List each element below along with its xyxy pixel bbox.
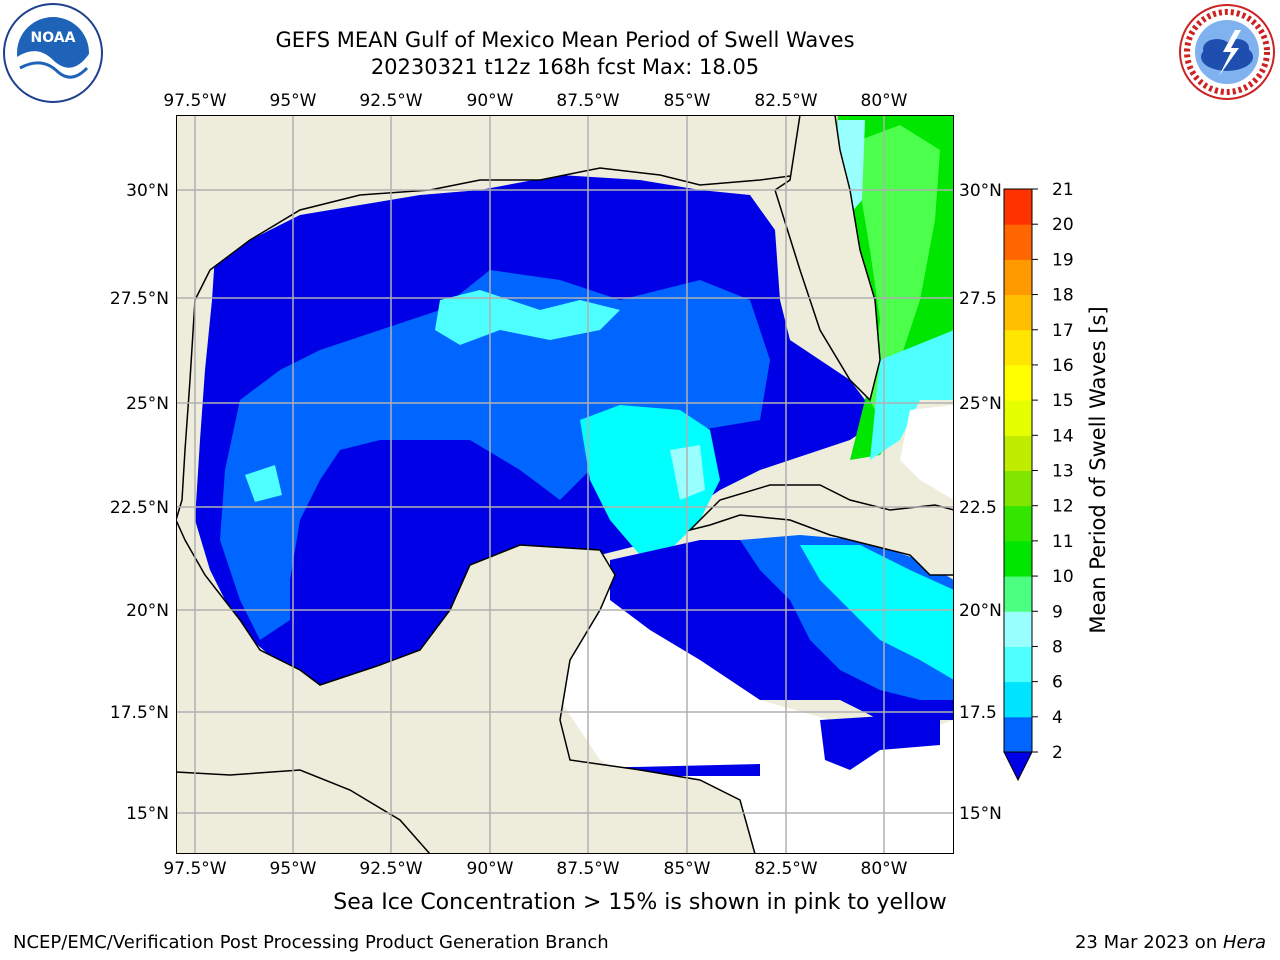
gulf-cyan-center bbox=[580, 405, 720, 555]
lat-label: 17.5 bbox=[959, 703, 997, 723]
colorbar-block bbox=[1004, 189, 1032, 225]
lon-label: 95°W bbox=[270, 91, 317, 111]
mexico-central-america bbox=[176, 519, 756, 854]
colorbar-tick-label: 4 bbox=[1052, 708, 1063, 728]
lon-label: 82.5°W bbox=[754, 91, 817, 111]
lat-label: 27.5 bbox=[959, 289, 997, 309]
colorbar-block bbox=[1004, 540, 1032, 577]
footer-branch: NCEP/EMC/Verification Post Processing Pr… bbox=[13, 932, 609, 953]
colorbar-block bbox=[1004, 294, 1032, 331]
lat-label: 15°N bbox=[126, 804, 169, 824]
colorbar-block bbox=[1004, 259, 1032, 296]
colorbar-tick-label: 18 bbox=[1052, 286, 1074, 306]
map-plot-area bbox=[176, 115, 954, 854]
colorbar-block bbox=[1004, 224, 1032, 260]
noaa-logo: NOAA bbox=[3, 3, 103, 103]
colorbar-block bbox=[1004, 716, 1032, 753]
footer-date: 23 Mar 2023 on Hera bbox=[1075, 932, 1266, 953]
lon-label: 92.5°W bbox=[359, 91, 422, 111]
colorbar-block bbox=[1004, 681, 1032, 718]
lat-label: 25°N bbox=[959, 394, 1002, 414]
colorbar-tick-label: 20 bbox=[1052, 215, 1074, 235]
lon-label: 90°W bbox=[467, 859, 514, 879]
noaa-logo-text: NOAA bbox=[31, 30, 76, 46]
lon-label: 87.5°W bbox=[556, 859, 619, 879]
colorbar-tick-label: 15 bbox=[1052, 391, 1074, 411]
chart-subtitle: 20230321 t12z 168h fcst Max: 18.05 bbox=[370, 55, 760, 79]
lat-label: 25°N bbox=[126, 394, 169, 414]
lon-label: 92.5°W bbox=[359, 859, 422, 879]
caribbean-blue-bottom bbox=[820, 700, 940, 770]
colorbar-block bbox=[1004, 364, 1032, 401]
colorbar-tick-label: 12 bbox=[1052, 497, 1074, 517]
colorbar-tick-label: 19 bbox=[1052, 250, 1074, 270]
bahamas-nodata bbox=[900, 405, 954, 500]
colorbar-tick-label: 17 bbox=[1052, 321, 1074, 341]
lon-label: 82.5°W bbox=[754, 859, 817, 879]
colorbar-tick-label: 9 bbox=[1052, 602, 1063, 622]
lon-label: 80°W bbox=[861, 91, 908, 111]
lon-label: 80°W bbox=[861, 859, 908, 879]
colorbar-block bbox=[1004, 400, 1032, 436]
colorbar-tick-label: 16 bbox=[1052, 356, 1074, 376]
colorbar-block bbox=[1004, 435, 1032, 471]
gulf-cyan-patch bbox=[435, 290, 620, 345]
us-land bbox=[176, 115, 836, 521]
lon-labels-top: 97.5°W 95°W 92.5°W 90°W 87.5°W 85°W 82.5… bbox=[163, 91, 907, 111]
lon-label: 97.5°W bbox=[163, 91, 226, 111]
lat-labels-left: 30°N 27.5°N 25°N 22.5°N 20°N 17.5°N 15°N bbox=[110, 181, 169, 824]
lat-labels-right: 30°N 27.5 25°N 22.5 20°N 17.5 15°N bbox=[959, 181, 1002, 824]
lat-label: 30°N bbox=[126, 181, 169, 201]
gulf-cyan-small bbox=[245, 465, 282, 502]
chart-title: GEFS MEAN Gulf of Mexico Mean Period of … bbox=[275, 28, 855, 52]
colorbar-tick-label: 14 bbox=[1052, 426, 1074, 446]
bahamas-cyan bbox=[870, 330, 954, 460]
colorbar: 2 4 6 8 9 10 11 12 13 14 15 16 17 18 19 20 21 bbox=[1003, 180, 1074, 782]
footer-date-text: 23 Mar 2023 on bbox=[1074, 932, 1223, 953]
colorbar-block bbox=[1004, 576, 1032, 612]
lon-labels-bottom: 97.5°W 95°W 92.5°W 90°W 87.5°W 85°W 82.5… bbox=[163, 859, 907, 879]
colorbar-block bbox=[1004, 646, 1032, 683]
colorbar-block bbox=[1004, 611, 1032, 647]
lon-label: 95°W bbox=[270, 859, 317, 879]
gulf-medium-blue bbox=[220, 270, 770, 640]
lat-label: 20°N bbox=[126, 601, 169, 621]
caribbean-cyan bbox=[800, 545, 954, 680]
lat-label: 20°N bbox=[959, 601, 1002, 621]
lat-label: 22.5°N bbox=[110, 498, 169, 518]
lon-label: 90°W bbox=[467, 91, 514, 111]
footer-machine: Hera bbox=[1222, 932, 1266, 953]
lat-label: 30°N bbox=[959, 181, 1002, 201]
nws-logo bbox=[1179, 4, 1275, 100]
colorbar-tick-label: 8 bbox=[1052, 637, 1063, 657]
lat-label: 22.5 bbox=[959, 498, 997, 518]
colorbar-tick-label: 11 bbox=[1052, 532, 1074, 552]
colorbar-label: Mean Period of Swell Waves [s] bbox=[1086, 306, 1110, 633]
colorbar-tick-label: 13 bbox=[1052, 462, 1074, 482]
colorbar-block bbox=[1004, 329, 1032, 366]
lon-label: 85°W bbox=[664, 859, 711, 879]
lat-label: 15°N bbox=[959, 804, 1002, 824]
colorbar-tick-label: 21 bbox=[1052, 180, 1074, 200]
lon-label: 85°W bbox=[664, 91, 711, 111]
sea-ice-note: Sea Ice Concentration > 15% is shown in … bbox=[333, 890, 947, 915]
colorbar-tick-label: 6 bbox=[1052, 673, 1063, 693]
lon-label: 97.5°W bbox=[163, 859, 226, 879]
atlantic-light-green bbox=[860, 125, 940, 420]
map-grid bbox=[176, 115, 954, 854]
colorbar-block bbox=[1004, 470, 1032, 507]
colorbar-tick-label: 10 bbox=[1052, 567, 1074, 587]
florida-peninsula bbox=[774, 115, 881, 402]
lat-label: 27.5°N bbox=[110, 289, 169, 309]
colorbar-extend-triangle bbox=[1003, 751, 1033, 782]
lat-label: 17.5°N bbox=[110, 703, 169, 723]
lon-label: 87.5°W bbox=[556, 91, 619, 111]
colorbar-tick-label: 2 bbox=[1052, 743, 1063, 763]
colorbar-block bbox=[1004, 505, 1032, 542]
